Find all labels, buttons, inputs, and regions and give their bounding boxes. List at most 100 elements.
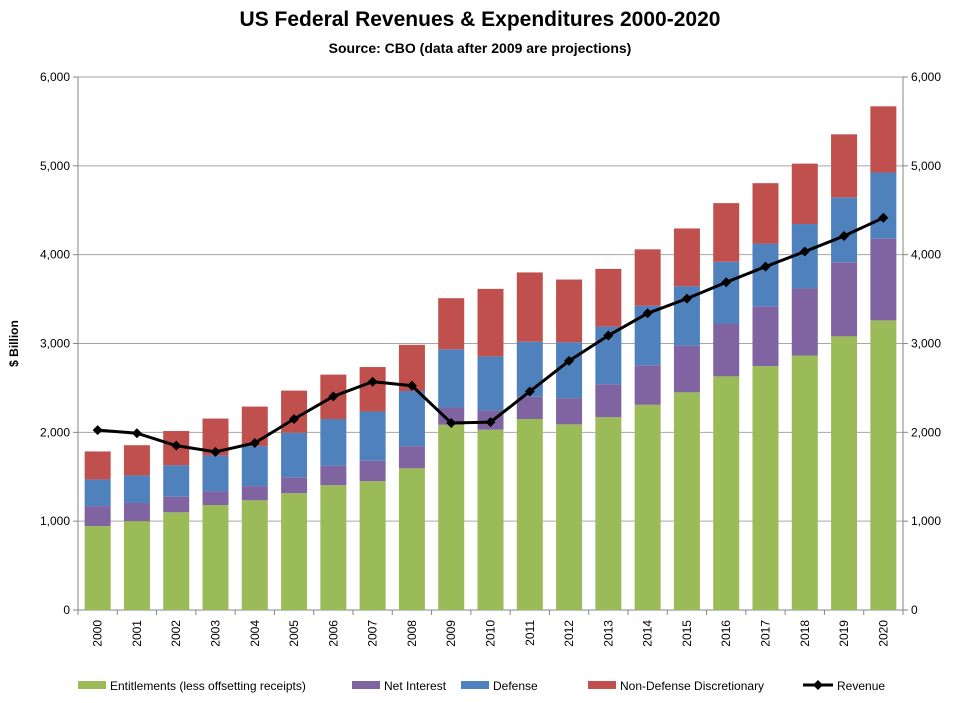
x-tick-label: 2016: [719, 620, 733, 647]
x-tick-label: 2007: [366, 620, 380, 647]
x-tick-label: 2015: [680, 620, 694, 647]
x-tick-label: 2001: [130, 620, 144, 647]
bar-entitlements-less-offsetting-receipts-: [831, 336, 858, 610]
bar-entitlements-less-offsetting-receipts-: [870, 320, 897, 610]
bar-entitlements-less-offsetting-receipts-: [84, 526, 111, 610]
bar-defense: [320, 419, 347, 466]
bar-entitlements-less-offsetting-receipts-: [477, 429, 504, 610]
bar-net-interest: [556, 398, 583, 425]
y-tick-label: 6,000: [40, 70, 70, 84]
bar-net-interest: [163, 496, 190, 513]
bar-entitlements-less-offsetting-receipts-: [791, 355, 818, 610]
y-tick-label: 3,000: [40, 337, 70, 351]
revenue-marker: [131, 428, 142, 439]
x-tick-label: 2002: [169, 620, 183, 647]
bar-defense: [752, 243, 779, 307]
bar-defense: [870, 172, 897, 239]
bar-net-interest: [752, 306, 779, 367]
x-tick-label: 2000: [91, 620, 105, 647]
bar-entitlements-less-offsetting-receipts-: [281, 493, 308, 610]
x-tick-label: 2020: [876, 620, 890, 647]
bar-non-defense-discretionary: [870, 106, 897, 173]
revenue-marker: [406, 380, 417, 391]
bar-net-interest: [516, 396, 543, 420]
legend-marker: [813, 680, 823, 690]
revenue-marker: [721, 277, 732, 288]
chart-subtitle: Source: CBO (data after 2009 are project…: [328, 40, 632, 56]
bar-net-interest: [673, 345, 700, 393]
legend-label: Entitlements (less offsetting receipts): [110, 679, 306, 693]
bar-entitlements-less-offsetting-receipts-: [673, 392, 700, 610]
bar-net-interest: [634, 365, 661, 405]
x-tick-label: 2014: [641, 620, 655, 647]
revenue-marker: [642, 308, 653, 319]
bar-non-defense-discretionary: [359, 367, 386, 412]
bar-defense: [713, 261, 740, 324]
x-tick-label: 2011: [523, 620, 537, 646]
bar-defense: [398, 391, 425, 447]
x-tick-label: 2004: [248, 620, 262, 647]
x-tick-label: 2017: [759, 620, 773, 647]
bar-non-defense-discretionary: [831, 134, 858, 198]
bar-defense: [359, 411, 386, 461]
bar-entitlements-less-offsetting-receipts-: [359, 481, 386, 610]
x-tick-label: 2009: [444, 620, 458, 647]
bar-entitlements-less-offsetting-receipts-: [438, 424, 465, 610]
bar-defense: [556, 342, 583, 399]
revenue-marker: [799, 246, 810, 257]
bar-entitlements-less-offsetting-receipts-: [556, 424, 583, 610]
bar-defense: [84, 479, 111, 507]
revenue-marker: [603, 330, 614, 341]
x-tick-label: 2008: [405, 620, 419, 647]
bar-entitlements-less-offsetting-receipts-: [634, 404, 661, 610]
bar-defense: [241, 446, 268, 487]
bar-entitlements-less-offsetting-receipts-: [163, 512, 190, 610]
revenue-marker: [524, 386, 535, 397]
bar-non-defense-discretionary: [438, 298, 465, 350]
x-tick-label: 2012: [562, 620, 576, 647]
bar-defense: [163, 465, 190, 497]
x-tick-label: 2019: [837, 620, 851, 647]
revenue-marker: [92, 425, 103, 436]
bar-net-interest: [84, 506, 111, 527]
bar-net-interest: [595, 384, 622, 418]
bar-entitlements-less-offsetting-receipts-: [516, 419, 543, 610]
y-tick-label: 0: [63, 603, 70, 617]
bar-defense: [123, 475, 150, 503]
y-tick-label: 1,000: [40, 514, 70, 528]
bar-entitlements-less-offsetting-receipts-: [320, 485, 347, 610]
bar-non-defense-discretionary: [752, 183, 779, 244]
y2-tick-label: 1,000: [911, 514, 941, 528]
revenue-marker: [485, 417, 496, 428]
legend-swatch: [588, 681, 616, 689]
x-tick-label: 2005: [287, 620, 301, 647]
bar-non-defense-discretionary: [634, 249, 661, 306]
y2-tick-label: 6,000: [911, 70, 941, 84]
chart-title: US Federal Revenues & Expenditures 2000-…: [239, 8, 721, 31]
y2-tick-label: 0: [911, 603, 918, 617]
bar-defense: [477, 356, 504, 411]
x-tick-label: 2018: [798, 620, 812, 647]
y2-tick-label: 4,000: [911, 248, 941, 262]
bar-entitlements-less-offsetting-receipts-: [595, 417, 622, 610]
revenue-marker: [289, 414, 300, 425]
bar-entitlements-less-offsetting-receipts-: [713, 376, 740, 610]
bar-net-interest: [359, 460, 386, 482]
bar-non-defense-discretionary: [556, 279, 583, 343]
bar-non-defense-discretionary: [673, 228, 700, 287]
bar-non-defense-discretionary: [281, 390, 308, 433]
bar-net-interest: [202, 491, 229, 506]
x-tick-label: 2013: [601, 620, 615, 647]
bar-net-interest: [870, 238, 897, 321]
x-tick-label: 2010: [484, 620, 498, 647]
x-tick-label: 2003: [209, 620, 223, 647]
revenue-marker: [878, 212, 889, 223]
y-tick-label: 5,000: [40, 159, 70, 173]
legend-label: Non-Defense Discretionary: [620, 679, 764, 693]
bar-defense: [438, 349, 465, 408]
bar-net-interest: [398, 446, 425, 469]
x-tick-label: 2006: [326, 620, 340, 647]
bar-non-defense-discretionary: [477, 288, 504, 357]
